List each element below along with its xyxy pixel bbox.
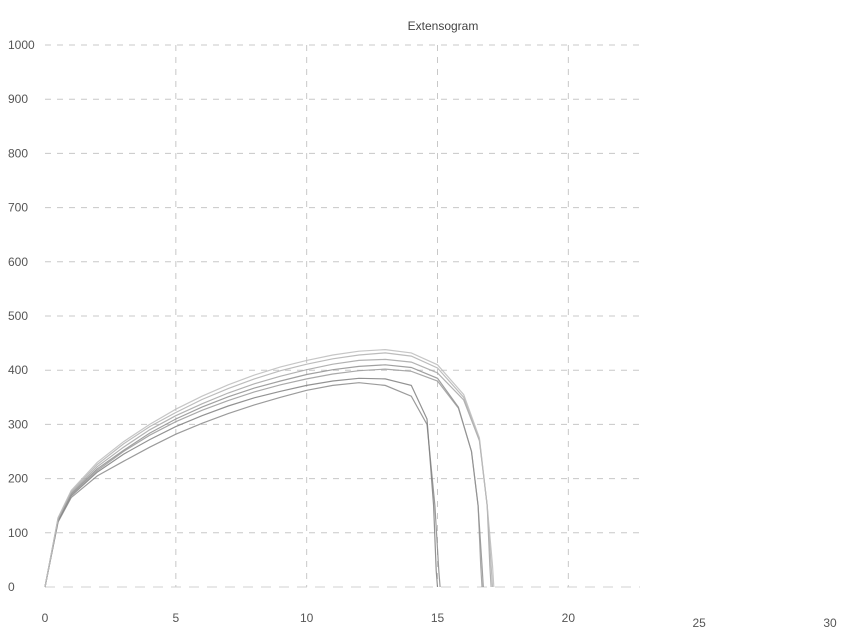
- y-tick-label: 800: [8, 146, 28, 160]
- series-group: [44, 348, 495, 588]
- chart-title: Extensogram: [408, 19, 479, 33]
- x-tick-label: 15: [431, 611, 445, 625]
- x-tick-label: 20: [562, 611, 576, 625]
- x-tick-label: 5: [172, 611, 179, 625]
- y-tick-label: 100: [8, 526, 28, 540]
- series-line-6: [44, 352, 494, 588]
- series-line-5: [44, 358, 492, 588]
- grid: [45, 44, 640, 588]
- x-tick-label: 10: [300, 611, 314, 625]
- series-line-4: [44, 364, 484, 588]
- y-tick-label: 600: [8, 255, 28, 269]
- y-tick-label: 200: [8, 472, 28, 486]
- series-line-2: [44, 377, 439, 588]
- y-tick-label: 300: [8, 417, 28, 431]
- series-line-1: [44, 382, 441, 588]
- y-tick-label: 1000: [8, 38, 35, 52]
- tick-labels: 0 100 200 300 400 500 600 700 800 900 1000 0 5 10 15 20…: [8, 38, 837, 629]
- x-tick-label: 25: [692, 616, 706, 629]
- x-tick-label: 30: [823, 616, 837, 629]
- y-tick-label: 500: [8, 309, 28, 323]
- x-tick-label: 0: [42, 611, 49, 625]
- series-line-7: [44, 348, 495, 588]
- y-tick-label: 400: [8, 363, 28, 377]
- y-tick-label: 0: [8, 580, 15, 594]
- y-tick-label: 700: [8, 201, 28, 215]
- y-tick-label: 900: [8, 92, 28, 106]
